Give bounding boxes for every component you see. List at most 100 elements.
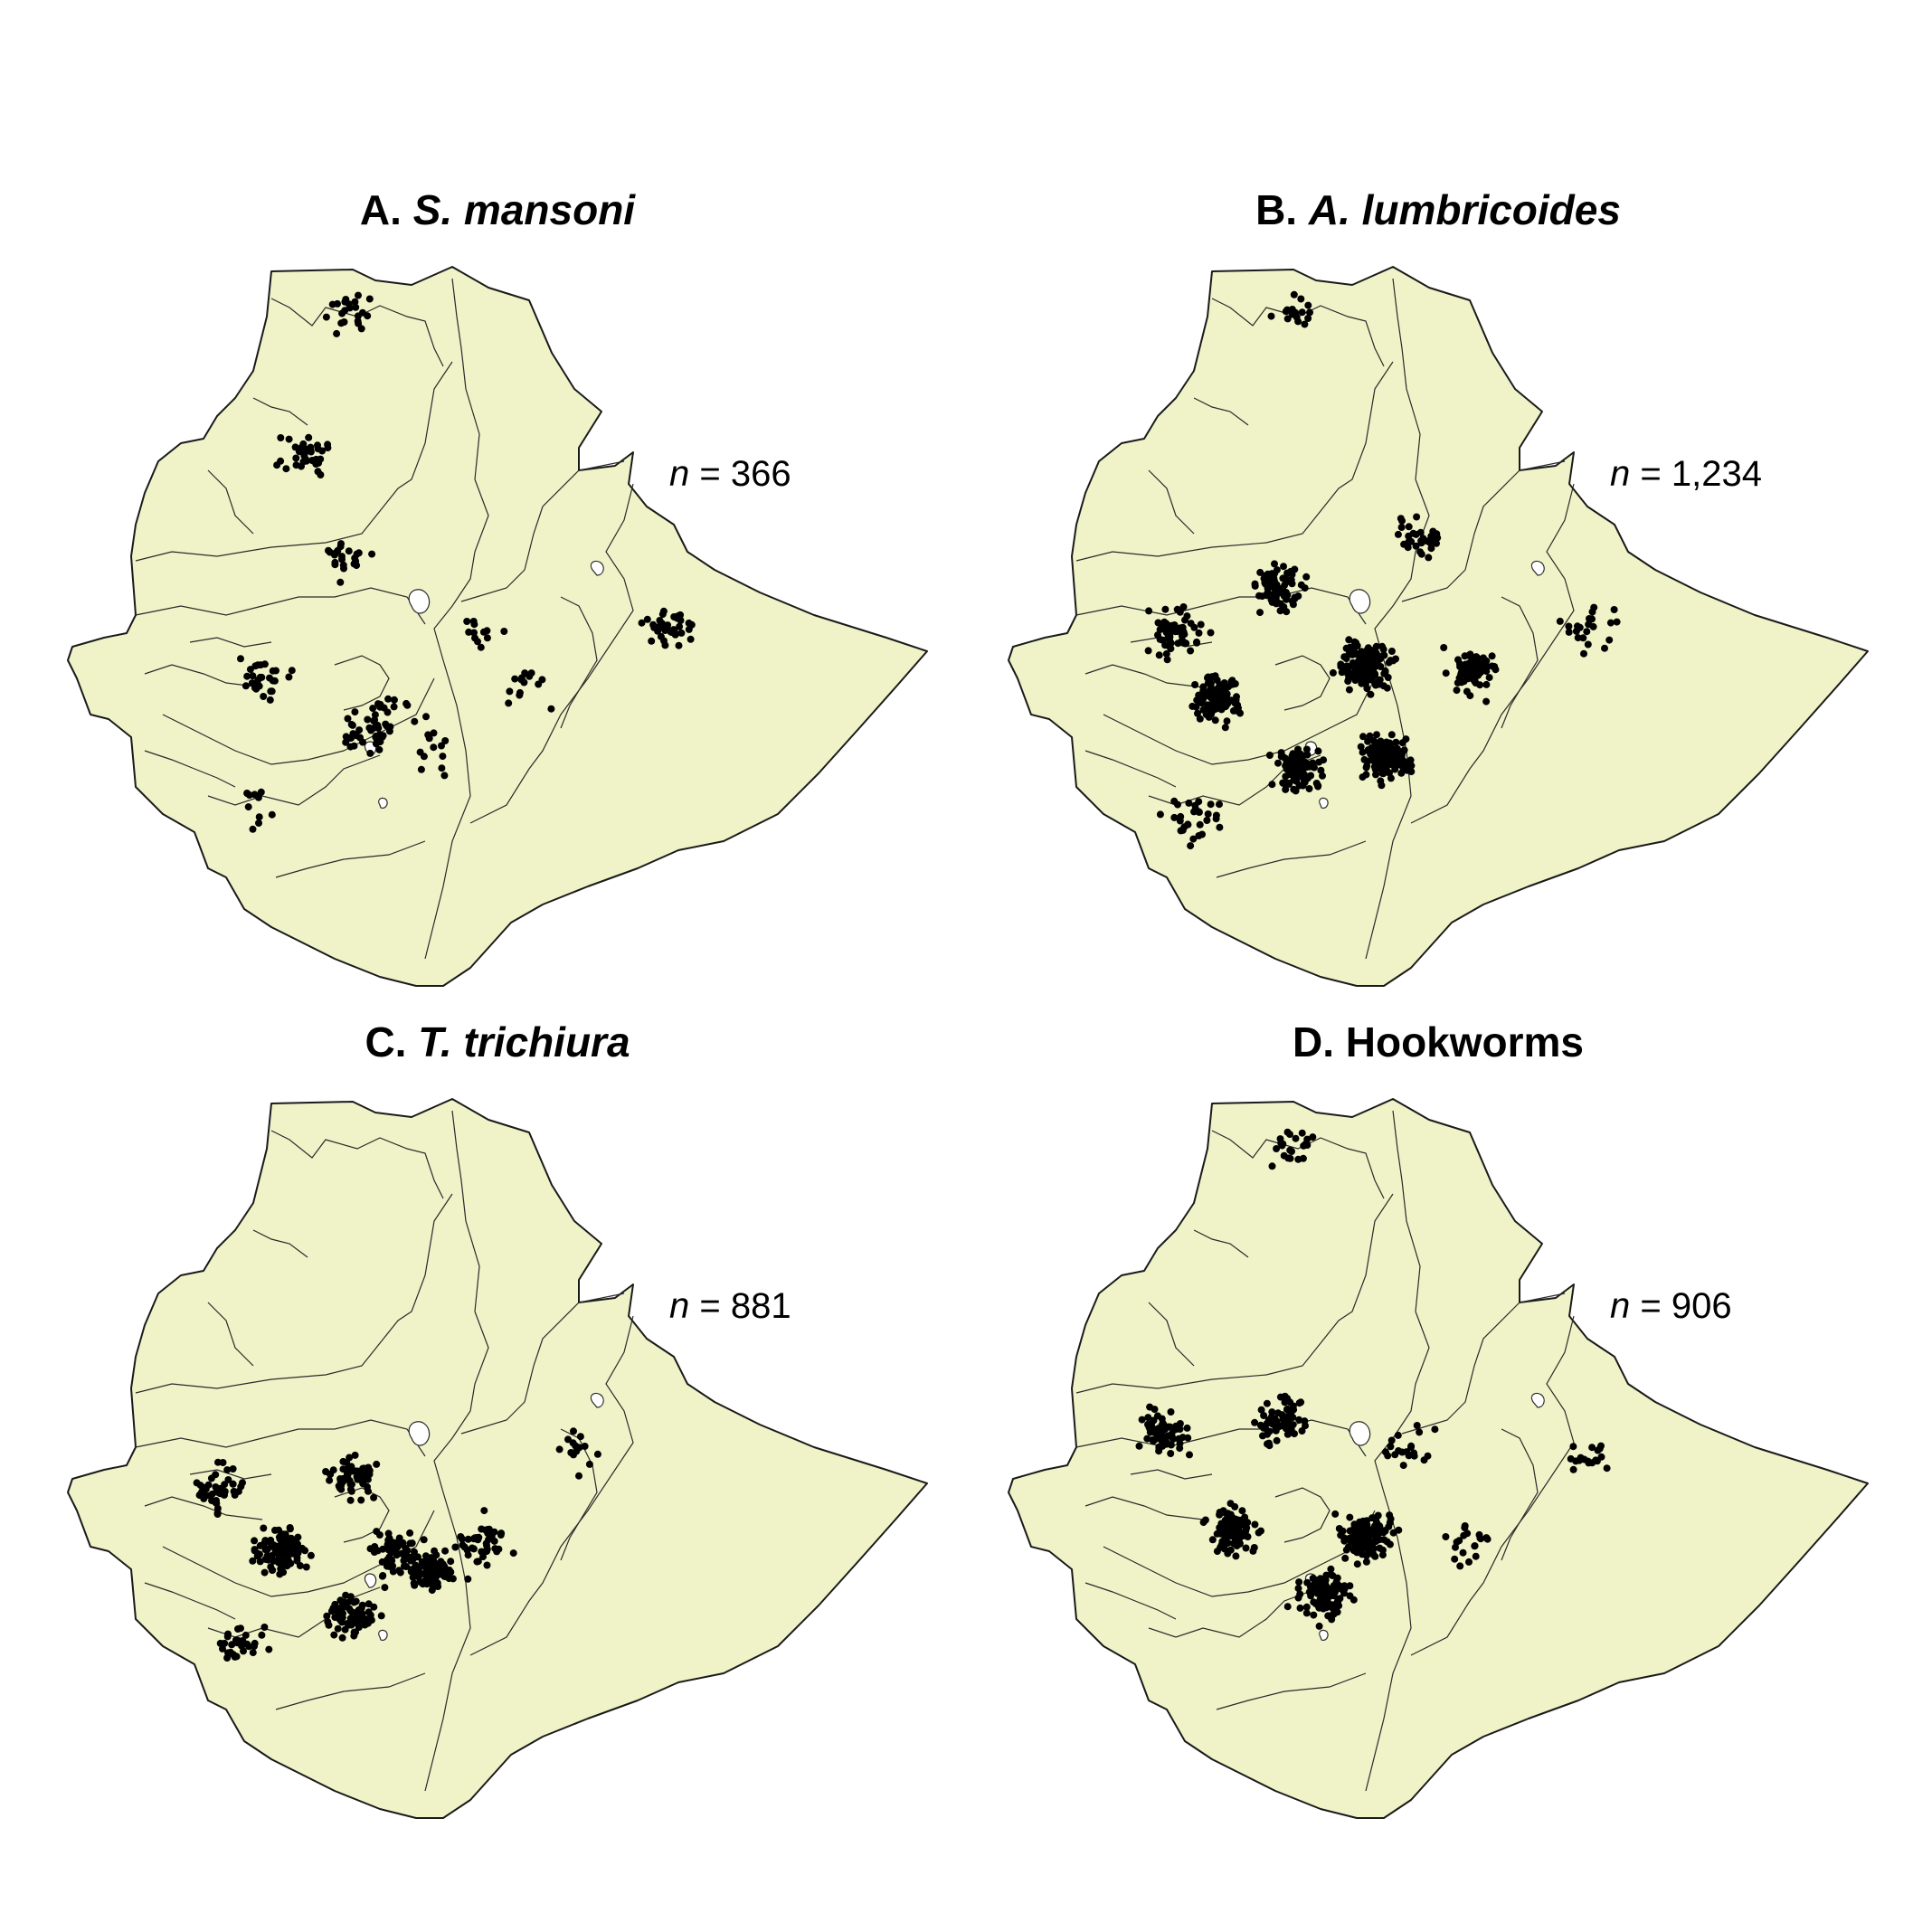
survey-site: [1260, 1412, 1268, 1419]
survey-site: [285, 1558, 293, 1567]
region-border: [135, 361, 453, 562]
survey-site: [1613, 618, 1621, 626]
survey-site: [1601, 644, 1608, 652]
survey-site: [1156, 810, 1164, 819]
region-border: [207, 469, 254, 535]
survey-site: [333, 329, 341, 337]
survey-site: [346, 1607, 355, 1615]
survey-site: [378, 1558, 386, 1566]
region-border: [1193, 1229, 1249, 1258]
survey-site: [261, 1546, 270, 1554]
survey-site: [330, 551, 338, 559]
survey-site: [1289, 763, 1297, 772]
survey-site: [1271, 560, 1278, 568]
survey-site: [1304, 301, 1312, 309]
survey-site: [1212, 815, 1220, 823]
survey-site: [569, 1439, 577, 1447]
survey-site: [1380, 669, 1388, 677]
survey-site: [1349, 1538, 1357, 1546]
survey-site: [1425, 554, 1433, 562]
survey-site: [573, 1447, 581, 1455]
survey-site: [1363, 685, 1371, 693]
survey-site: [1242, 1544, 1250, 1552]
survey-site: [1179, 603, 1188, 611]
survey-site: [483, 1561, 491, 1569]
panel-letter: B.: [1255, 186, 1298, 233]
survey-site: [430, 1577, 437, 1586]
survey-site: [1394, 1431, 1402, 1439]
survey-site: [1270, 591, 1278, 599]
survey-site: [257, 661, 265, 669]
survey-site: [1341, 1554, 1350, 1562]
survey-site: [1206, 693, 1214, 701]
panel-a: A. S. mansoni n = 366: [0, 172, 966, 1004]
survey-site: [1589, 622, 1597, 630]
survey-site: [1387, 731, 1396, 739]
survey-site: [439, 753, 447, 761]
survey-site: [1367, 750, 1375, 758]
survey-site: [386, 723, 394, 731]
survey-site: [336, 1615, 344, 1624]
survey-site: [1176, 1444, 1184, 1453]
survey-site: [1459, 1548, 1467, 1557]
survey-site: [1431, 1425, 1439, 1434]
survey-site: [1453, 687, 1461, 695]
lake: [1319, 797, 1329, 809]
survey-site: [246, 666, 254, 674]
survey-site: [661, 641, 669, 649]
survey-site: [1317, 766, 1325, 774]
survey-site: [1268, 781, 1276, 789]
survey-site: [219, 1644, 226, 1653]
survey-site: [1407, 1442, 1416, 1450]
survey-site: [260, 1524, 268, 1532]
survey-site: [1367, 649, 1375, 657]
survey-site: [386, 1538, 394, 1546]
survey-site: [1144, 647, 1152, 655]
map-b: [1008, 266, 1869, 987]
survey-site: [1177, 812, 1185, 820]
survey-site: [1191, 801, 1199, 810]
survey-site: [1456, 1562, 1464, 1570]
survey-site: [200, 1494, 208, 1502]
survey-site: [1318, 1585, 1326, 1593]
survey-site: [1184, 820, 1192, 829]
survey-site: [1335, 1525, 1343, 1532]
survey-site: [1353, 1560, 1361, 1568]
survey-site: [1574, 634, 1582, 642]
survey-site: [377, 1612, 385, 1620]
survey-site: [422, 1565, 431, 1573]
survey-site: [390, 703, 398, 711]
survey-site: [1482, 697, 1491, 706]
survey-site: [1296, 1604, 1304, 1612]
survey-site: [1586, 615, 1593, 622]
survey-site: [1225, 683, 1233, 691]
survey-site: [365, 724, 374, 732]
survey-site: [251, 1537, 259, 1545]
survey-site: [338, 553, 346, 561]
panel-title-b: B. A. lumbricoides: [941, 185, 1932, 234]
survey-site: [1277, 749, 1285, 757]
survey-site: [470, 629, 478, 637]
region-border: [1148, 1586, 1321, 1638]
survey-site: [1302, 573, 1311, 581]
n-value: = 366: [699, 454, 791, 494]
survey-site: [1265, 1416, 1274, 1425]
survey-site: [1276, 600, 1284, 608]
survey-site: [255, 813, 263, 821]
survey-site: [1457, 668, 1465, 677]
survey-site: [1362, 771, 1370, 779]
survey-site: [1345, 636, 1353, 644]
survey-site: [1377, 737, 1385, 745]
region-border: [207, 1302, 254, 1367]
survey-site: [1263, 1399, 1271, 1407]
survey-site: [1314, 781, 1322, 790]
survey-site: [1233, 1542, 1241, 1549]
survey-site: [1340, 653, 1349, 661]
survey-site: [282, 465, 290, 473]
survey-site: [1338, 668, 1346, 677]
region-border: [207, 754, 381, 806]
survey-site: [1461, 1522, 1469, 1530]
survey-site: [245, 791, 253, 799]
survey-site: [1338, 1586, 1346, 1594]
region-border: [1216, 1672, 1367, 1710]
